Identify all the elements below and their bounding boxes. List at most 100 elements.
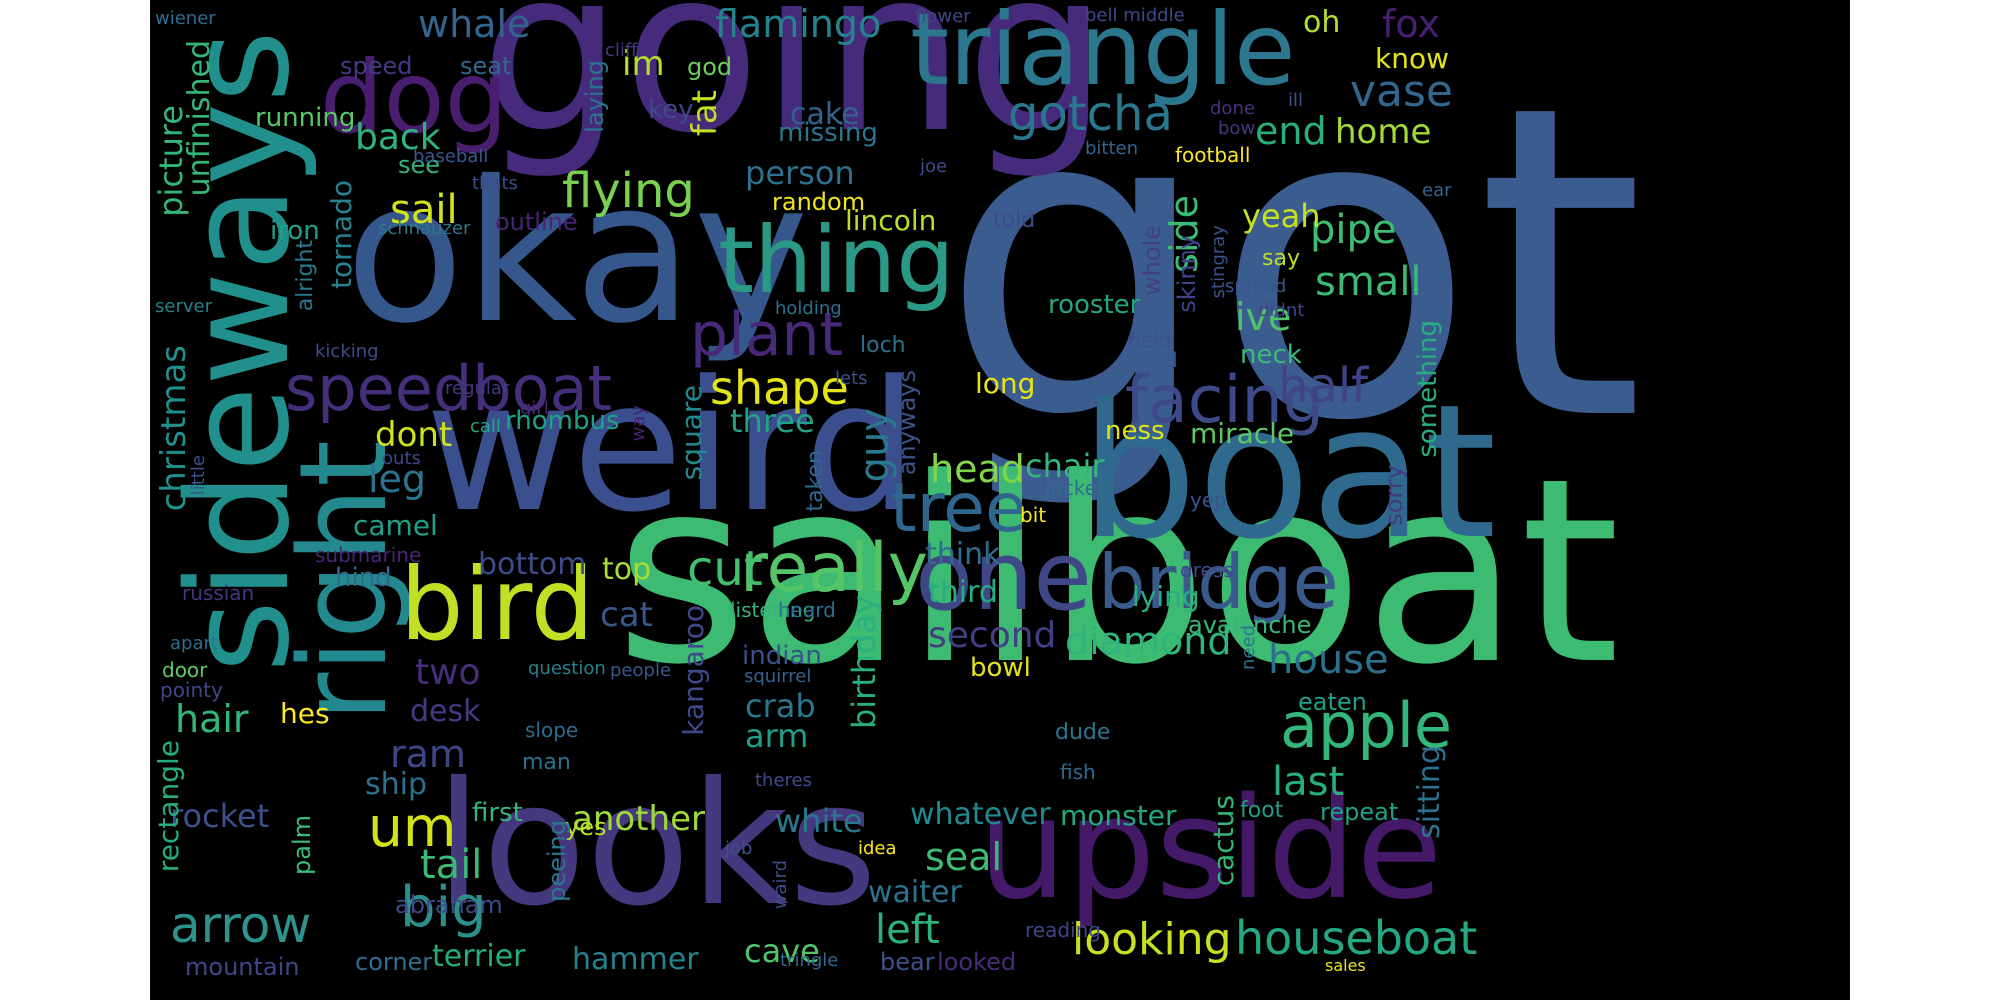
word-cut: cut — [687, 541, 763, 597]
word-avalanche: avalanche — [1188, 611, 1312, 639]
word-submarine: submarine — [315, 543, 422, 567]
word-shape: shape — [710, 361, 849, 415]
word-reading: reading — [1025, 918, 1101, 942]
word-fox: fox — [1382, 2, 1440, 46]
word-going: going — [480, 0, 1109, 183]
word-done: done — [1210, 98, 1255, 119]
word-ill: ill — [1288, 90, 1304, 111]
word-back: back — [355, 117, 441, 158]
word-squirrel: squirrel — [744, 666, 812, 687]
word-apple: apple — [1280, 689, 1453, 762]
word-flower: flower — [915, 6, 971, 27]
word-russian: russian — [182, 581, 255, 605]
word-looked: looked — [937, 948, 1017, 976]
word-yep: yep — [1190, 488, 1227, 512]
word-flamingo: flamingo — [715, 2, 882, 46]
word-yeah: yeah — [1242, 197, 1321, 235]
word-first: first — [472, 798, 523, 828]
word-hair: hair — [175, 697, 249, 741]
word-lets: lets — [835, 368, 868, 389]
word-fish: fish — [1060, 760, 1096, 784]
word-listening: listening — [730, 598, 816, 622]
word-skinny: skinny — [1173, 235, 1201, 313]
word-ram: ram — [390, 732, 466, 776]
word-bird: bird — [400, 546, 595, 663]
word-mountain: mountain — [185, 953, 300, 981]
word-pointy: pointy — [160, 678, 223, 702]
word-corner: corner — [355, 948, 433, 976]
word-jacked: jacked — [1045, 476, 1110, 500]
word-little: little — [188, 455, 209, 496]
word-home: home — [1335, 112, 1432, 152]
word-um: um — [368, 795, 457, 859]
word-looking: looking — [1072, 914, 1232, 965]
word-dog: dog — [320, 39, 509, 156]
word-long: long — [975, 367, 1036, 400]
word-theres: theres — [755, 770, 812, 791]
word-bow: bow — [1218, 118, 1256, 139]
word-door: door — [162, 658, 208, 682]
word-end: end — [1255, 109, 1327, 153]
word-gotcha: gotcha — [1008, 86, 1173, 142]
word-outs: outs — [382, 448, 421, 469]
word-man: man — [522, 750, 571, 775]
word-whatever: whatever — [910, 797, 1051, 832]
word-top: top — [602, 552, 652, 587]
word-apart: apart — [170, 633, 218, 654]
word-rocket: rocket — [170, 797, 270, 835]
word-peeing: peeing — [543, 820, 571, 902]
word-big: big — [400, 875, 487, 940]
word-dont: dont — [375, 415, 453, 455]
word-tree: tree — [890, 469, 1027, 548]
word-loch: loch — [860, 333, 906, 358]
word-cat: cat — [600, 595, 653, 635]
word-running: running — [255, 103, 356, 133]
word-whole: whole — [1138, 225, 1166, 296]
word-sales: sales — [1325, 956, 1366, 975]
word-server: server — [155, 296, 212, 317]
word-plant: plant — [690, 300, 844, 370]
word-speed: speed — [340, 52, 413, 80]
word-white: white — [775, 802, 863, 840]
word-whale: whale — [418, 2, 531, 46]
word-ear: ear — [1422, 180, 1452, 201]
word-houseboat: houseboat — [1235, 911, 1478, 965]
word-cloud-canvas: got sailboat going okay weird boat looks… — [150, 0, 1850, 1000]
word-house: house — [1268, 637, 1389, 683]
word-told: told — [993, 208, 1036, 233]
word-rectangle: rectangle — [152, 740, 185, 873]
word-vase: vase — [1350, 66, 1453, 117]
word-joe: joe — [920, 156, 948, 177]
word-god: god — [687, 53, 733, 81]
word-last: last — [1272, 759, 1345, 805]
word-dress: dress — [1180, 558, 1234, 582]
word-football: football — [1175, 143, 1251, 167]
word-idea: idea — [858, 838, 897, 859]
word-second: second — [928, 615, 1057, 656]
word-call: call — [470, 416, 501, 437]
word-field: field — [1128, 328, 1172, 352]
word-im: im — [622, 44, 665, 84]
word-facing: facing — [1125, 363, 1324, 438]
word-person: person — [745, 154, 855, 192]
word-foot: foot — [1240, 798, 1284, 823]
word-bitten: bitten — [1085, 138, 1139, 159]
word-camel: camel — [353, 509, 438, 542]
word-stingray: stingray — [1208, 225, 1229, 299]
word-unfinished: unfinished — [182, 40, 217, 197]
word-random: random — [772, 188, 866, 216]
word-thing: thing — [718, 207, 955, 314]
word-third: third — [928, 575, 998, 610]
word-question: question — [528, 658, 606, 679]
word-seat: seat — [460, 52, 512, 80]
word-dude: dude — [1055, 720, 1111, 745]
word-flying: flying — [562, 163, 695, 219]
word-tornado: tornado — [325, 180, 358, 289]
word-regular: regular — [445, 378, 510, 399]
word-another: another — [572, 799, 705, 839]
word-head: head — [930, 447, 1025, 491]
word-slope: slope — [525, 718, 579, 742]
word-half: half — [1278, 358, 1369, 414]
word-birthday: birthday — [845, 595, 883, 730]
word-key: key — [648, 95, 694, 125]
